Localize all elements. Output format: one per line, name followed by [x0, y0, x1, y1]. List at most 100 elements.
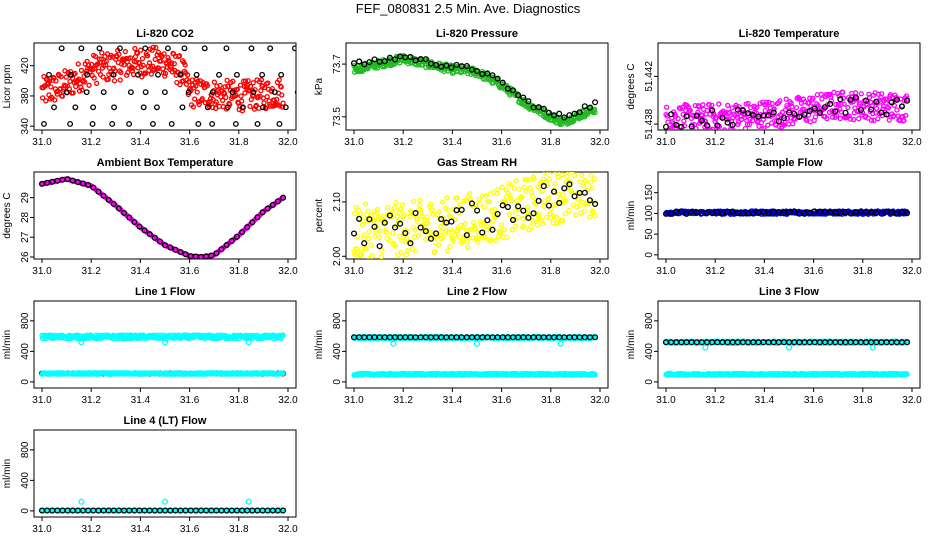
data-point	[182, 251, 189, 258]
data-point	[58, 73, 64, 80]
data-point	[587, 179, 594, 185]
data-point	[827, 91, 833, 98]
data-point	[224, 77, 230, 84]
y-tick-label: 2.00	[332, 246, 343, 266]
data-point	[132, 45, 138, 52]
data-point	[540, 221, 546, 227]
data-point	[837, 115, 843, 122]
data-point	[750, 112, 757, 119]
data-point	[142, 45, 149, 52]
data-point	[592, 334, 599, 341]
plot-frame	[345, 171, 609, 260]
data-point	[586, 197, 594, 204]
data-point	[511, 185, 517, 191]
data-point	[381, 219, 388, 226]
data-point	[811, 105, 818, 112]
data-point	[572, 172, 578, 179]
data-point	[480, 220, 486, 227]
data-point	[678, 208, 685, 215]
plot-area	[350, 333, 599, 378]
data-point	[760, 208, 767, 215]
data-point	[381, 58, 388, 65]
data-point	[540, 176, 547, 182]
data-point	[376, 243, 383, 250]
data-point	[238, 93, 244, 99]
data-point	[818, 91, 824, 97]
data-point	[392, 243, 398, 249]
data-point	[754, 104, 760, 110]
data-point	[422, 228, 429, 235]
data-point	[366, 59, 373, 66]
data-point	[168, 120, 175, 127]
x-tick-label: 31.6	[804, 266, 824, 277]
x-tick-label: 31.6	[180, 395, 200, 406]
data-point	[668, 127, 674, 130]
data-point	[75, 61, 81, 67]
data-point	[587, 214, 593, 220]
y-tick-label: 0	[644, 379, 655, 385]
data-point	[79, 87, 85, 93]
data-point	[857, 106, 864, 114]
data-point	[465, 244, 471, 250]
data-point	[412, 227, 418, 233]
data-point	[53, 78, 59, 84]
x-tick-label: 31.4	[755, 395, 775, 406]
data-point	[495, 186, 501, 193]
data-point	[242, 90, 248, 96]
data-point	[450, 238, 456, 244]
y-axis-label: ml/min	[314, 330, 325, 359]
data-point	[267, 45, 274, 52]
data-point	[493, 237, 499, 244]
data-point	[530, 210, 537, 217]
data-point	[280, 100, 286, 106]
data-point	[153, 104, 160, 111]
data-point	[560, 192, 566, 198]
data-point	[133, 59, 139, 65]
data-point	[521, 184, 528, 190]
data-point	[155, 71, 161, 78]
data-point	[841, 101, 847, 107]
y-tick-label: 73.5	[332, 107, 343, 127]
data-point	[379, 247, 385, 253]
data-point	[224, 104, 231, 111]
data-point	[250, 80, 256, 86]
data-point	[845, 104, 851, 111]
x-tick-label: 31.4	[131, 137, 151, 148]
y-axis-label: ml/min	[2, 330, 13, 359]
x-tick-label: 31.2	[705, 395, 725, 406]
data-point	[516, 186, 523, 193]
plot-area	[662, 338, 911, 378]
data-point	[369, 253, 376, 259]
x-tick-label: 31.2	[393, 137, 413, 148]
data-point	[213, 99, 219, 105]
data-point	[232, 120, 239, 127]
data-point	[139, 55, 146, 62]
data-point	[857, 100, 863, 106]
data-point	[507, 92, 513, 98]
data-point	[134, 50, 141, 56]
data-point	[526, 177, 533, 183]
plot-area	[38, 176, 287, 259]
data-point	[852, 94, 859, 101]
data-point	[739, 107, 746, 114]
data-point	[721, 127, 728, 130]
data-point	[274, 96, 280, 103]
y-axis-label: ml/min	[626, 330, 637, 359]
data-point	[372, 228, 379, 235]
data-point	[146, 60, 153, 66]
x-tick-label: 32.0	[278, 137, 298, 148]
data-point	[847, 116, 854, 122]
data-point	[752, 104, 758, 110]
data-point	[422, 56, 429, 63]
data-point	[474, 207, 481, 214]
data-point	[111, 78, 118, 84]
data-point	[545, 195, 552, 201]
data-point	[732, 128, 738, 130]
data-point	[264, 93, 270, 100]
data-point	[92, 53, 99, 60]
x-tick-label: 31.0	[656, 266, 676, 277]
data-point	[250, 89, 257, 96]
y-tick-label: 340	[20, 117, 31, 134]
